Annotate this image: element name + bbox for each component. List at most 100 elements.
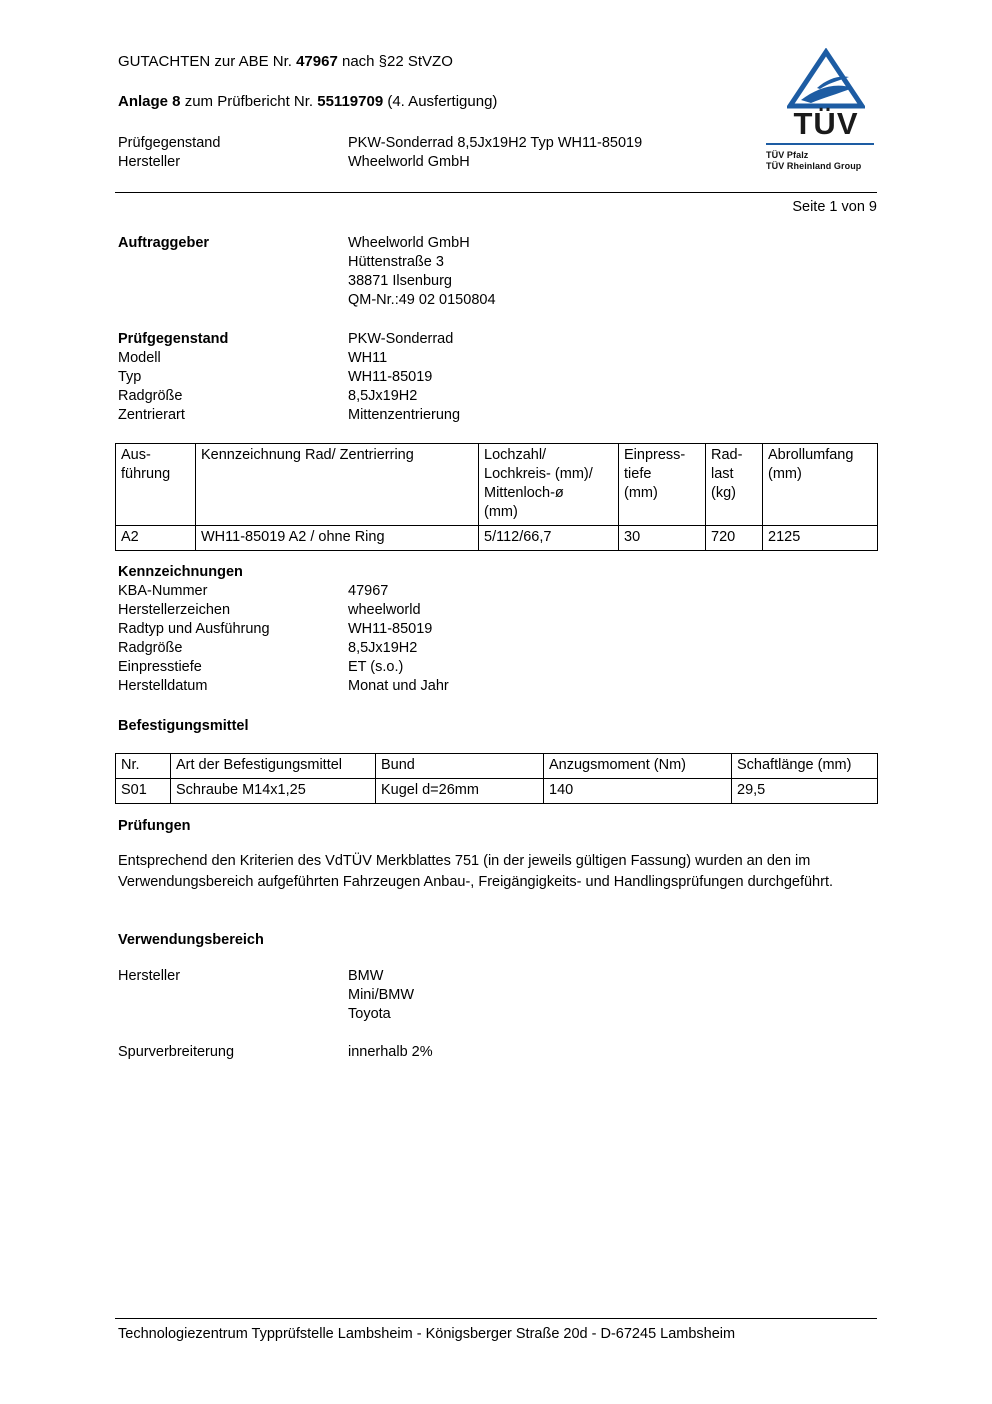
- tuv-logo-rule: [766, 143, 874, 145]
- verwendungsbereich-hersteller-value-2: Toyota: [348, 1006, 391, 1022]
- spec-th-2: Lochzahl/ Lochkreis- (mm)/ Mittenloch-ø …: [478, 443, 619, 526]
- verwendungsbereich-block: Hersteller BMW Mini/BMW Toyota Spurverbr…: [118, 967, 878, 1062]
- befestigungsmittel-heading: Befestigungsmittel: [118, 718, 249, 734]
- pruefgegenstand-key-2: Typ: [118, 369, 142, 385]
- gutachten-title-prefix: GUTACHTEN zur ABE Nr.: [118, 53, 297, 70]
- kennzeichnungen-value-2: WH11-85019: [348, 621, 433, 637]
- auftraggeber-block: Auftraggeber Wheelworld GmbH Hüttenstraß…: [118, 234, 878, 310]
- auftraggeber-row-3: QM-Nr.:49 02 0150804: [118, 291, 878, 310]
- footer-divider: [115, 1318, 877, 1319]
- spec-th-0: Aus- führung: [115, 443, 196, 526]
- fix-td-0-1: Schraube M14x1,25: [170, 778, 376, 804]
- fix-td-0-4: 29,5: [731, 778, 878, 804]
- befestigungsmittel-table: Nr. Art der Befestigungsmittel Bund Anzu…: [115, 753, 878, 804]
- anlage-suffix: (4. Ausfertigung): [383, 93, 498, 110]
- tuv-wordmark: TÜV: [793, 106, 859, 141]
- auftraggeber-spacer-1: [118, 253, 348, 272]
- table-row: S01 Schraube M14x1,25 Kugel d=26mm 140 2…: [115, 778, 878, 804]
- verwendungsbereich-gap: [118, 1024, 878, 1043]
- verwendungsbereich-spur-key: Spurverbreiterung: [118, 1044, 235, 1060]
- spec-th-1: Kennzeichnung Rad/ Zentrierring: [195, 443, 479, 526]
- pruefgegenstand-value-2: WH11-85019: [348, 369, 433, 385]
- auftraggeber-line-0: Wheelworld GmbH: [348, 235, 470, 251]
- pruefgegenstand-key-3: Radgröße: [118, 388, 183, 404]
- kennzeichnungen-value-4: ET (s.o.): [348, 659, 404, 675]
- tuv-sub-line-1: TÜV Pfalz: [766, 150, 809, 160]
- page-indicator: Seite 1 von 9: [792, 199, 877, 215]
- pruefgegenstand-key-0: Prüfgegenstand: [118, 331, 229, 347]
- pruefgegenstand-row-2: Typ WH11-85019: [118, 368, 878, 387]
- kennzeichnungen-row-0: KBA-Nummer 47967: [118, 582, 878, 601]
- kennzeichnungen-block: Kennzeichnungen KBA-Nummer 47967 Herstel…: [118, 563, 878, 696]
- verwendungsbereich-hersteller-value-1: Mini/BMW: [348, 987, 415, 1003]
- verwendungsbereich-heading: Verwendungsbereich: [118, 932, 264, 948]
- auftraggeber-row-1: Hüttenstraße 3: [118, 253, 878, 272]
- auftraggeber-row-0: Auftraggeber Wheelworld GmbH: [118, 234, 878, 253]
- kennzeichnungen-heading-row: Kennzeichnungen: [118, 563, 878, 582]
- document-header: GUTACHTEN zur ABE Nr. 47967 nach §22 StV…: [118, 52, 758, 172]
- fix-th-0: Nr.: [115, 753, 171, 779]
- kennzeichnungen-key-3: Radgröße: [118, 640, 183, 656]
- pruefgegenstand-value-0: PKW-Sonderrad: [348, 331, 454, 347]
- auftraggeber-spacer-3: [118, 291, 348, 310]
- anlage-label: Anlage 8: [118, 93, 181, 110]
- kennzeichnungen-key-1: Herstellerzeichen: [118, 602, 231, 618]
- auftraggeber-line-1: Hüttenstraße 3: [348, 254, 444, 270]
- kennzeichnungen-value-1: wheelworld: [348, 602, 421, 618]
- anlage-line: Anlage 8 zum Prüfbericht Nr. 55119709 (4…: [118, 92, 758, 112]
- fix-th-2: Bund: [375, 753, 544, 779]
- fix-th-1: Art der Befestigungsmittel: [170, 753, 376, 779]
- header-pruefgegenstand-key: Prüfgegenstand: [118, 135, 221, 151]
- fix-td-0-3: 140: [543, 778, 732, 804]
- spec-th-5: Abrollumfang (mm): [762, 443, 878, 526]
- kennzeichnungen-key-2: Radtyp und Ausführung: [118, 621, 270, 637]
- spec-td-0-4: 720: [705, 525, 763, 551]
- pruefgegenstand-value-1: WH11: [348, 350, 388, 366]
- kennzeichnungen-row-1: Herstellerzeichen wheelworld: [118, 601, 878, 620]
- spec-td-0-0: A2: [115, 525, 196, 551]
- verwendungsbereich-hersteller-key: Hersteller: [118, 968, 181, 984]
- header-hersteller-value: Wheelworld GmbH: [348, 154, 470, 170]
- tuv-triangle-icon: [787, 48, 865, 109]
- kennzeichnungen-heading: Kennzeichnungen: [118, 564, 243, 580]
- pruefungen-paragraph: Entsprechend den Kriterien des VdTÜV Mer…: [118, 853, 834, 890]
- tuv-logo: TÜV TÜV Pfalz TÜV Rheinland Group: [766, 48, 886, 172]
- pruefgegenstand-row-0: Prüfgegenstand PKW-Sonderrad: [118, 330, 878, 349]
- kennzeichnungen-row-2: Radtyp und Ausführung WH11-85019: [118, 620, 878, 639]
- gutachten-title-suffix: nach §22 StVZO: [337, 53, 453, 70]
- kennzeichnungen-key-0: KBA-Nummer: [118, 583, 208, 599]
- auftraggeber-row-2: 38871 Ilsenburg: [118, 272, 878, 291]
- spec-td-0-3: 30: [618, 525, 706, 551]
- header-hersteller-key: Hersteller: [118, 154, 181, 170]
- header-hersteller-row: Hersteller Wheelworld GmbH: [118, 153, 758, 172]
- pruefgegenstand-value-3: 8,5Jx19H2: [348, 388, 418, 404]
- gutachten-title: GUTACHTEN zur ABE Nr. 47967 nach §22 StV…: [118, 52, 758, 72]
- tuv-sub-line-2: TÜV Rheinland Group: [766, 161, 862, 171]
- verwendungsbereich-hersteller-row-2: Toyota: [118, 1005, 878, 1024]
- kennzeichnungen-value-5: Monat und Jahr: [348, 678, 449, 694]
- pruefgegenstand-value-4: Mittenzentrierung: [348, 407, 461, 423]
- fix-th-4: Schaftlänge (mm): [731, 753, 878, 779]
- pruefgegenstand-key-4: Zentrierart: [118, 407, 185, 423]
- verwendungsbereich-hersteller-value-0: BMW: [348, 968, 384, 984]
- verwendungsbereich-hersteller-row-1: Mini/BMW: [118, 986, 878, 1005]
- pruefgegenstand-key-1: Modell: [118, 350, 161, 366]
- auftraggeber-line-3: QM-Nr.:49 02 0150804: [348, 292, 496, 308]
- fix-th-3: Anzugsmoment (Nm): [543, 753, 732, 779]
- pruefungen-heading: Prüfungen: [118, 818, 191, 834]
- header-divider: [115, 192, 877, 193]
- pruefgegenstand-row-3: Radgröße 8,5Jx19H2: [118, 387, 878, 406]
- kennzeichnungen-key-4: Einpresstiefe: [118, 659, 202, 675]
- spec-td-0-2: 5/112/66,7: [478, 525, 619, 551]
- kennzeichnungen-value-3: 8,5Jx19H2: [348, 640, 418, 656]
- spec-table-header-row: Aus- führung Kennzeichnung Rad/ Zentrier…: [115, 443, 878, 526]
- pruefgegenstand-row-4: Zentrierart Mittenzentrierung: [118, 406, 878, 425]
- verwendungsbereich-hersteller-spacer-1: [118, 986, 348, 1005]
- header-pruefgegenstand-value: PKW-Sonderrad 8,5Jx19H2 Typ WH11-85019: [348, 135, 643, 151]
- pruefgegenstand-block: Prüfgegenstand PKW-Sonderrad Modell WH11…: [118, 330, 878, 425]
- kennzeichnungen-value-0: 47967: [348, 583, 389, 599]
- kennzeichnungen-row-5: Herstelldatum Monat und Jahr: [118, 677, 878, 696]
- verwendungsbereich-spur-row: Spurverbreiterung innerhalb 2%: [118, 1043, 878, 1062]
- spec-td-0-5: 2125: [762, 525, 878, 551]
